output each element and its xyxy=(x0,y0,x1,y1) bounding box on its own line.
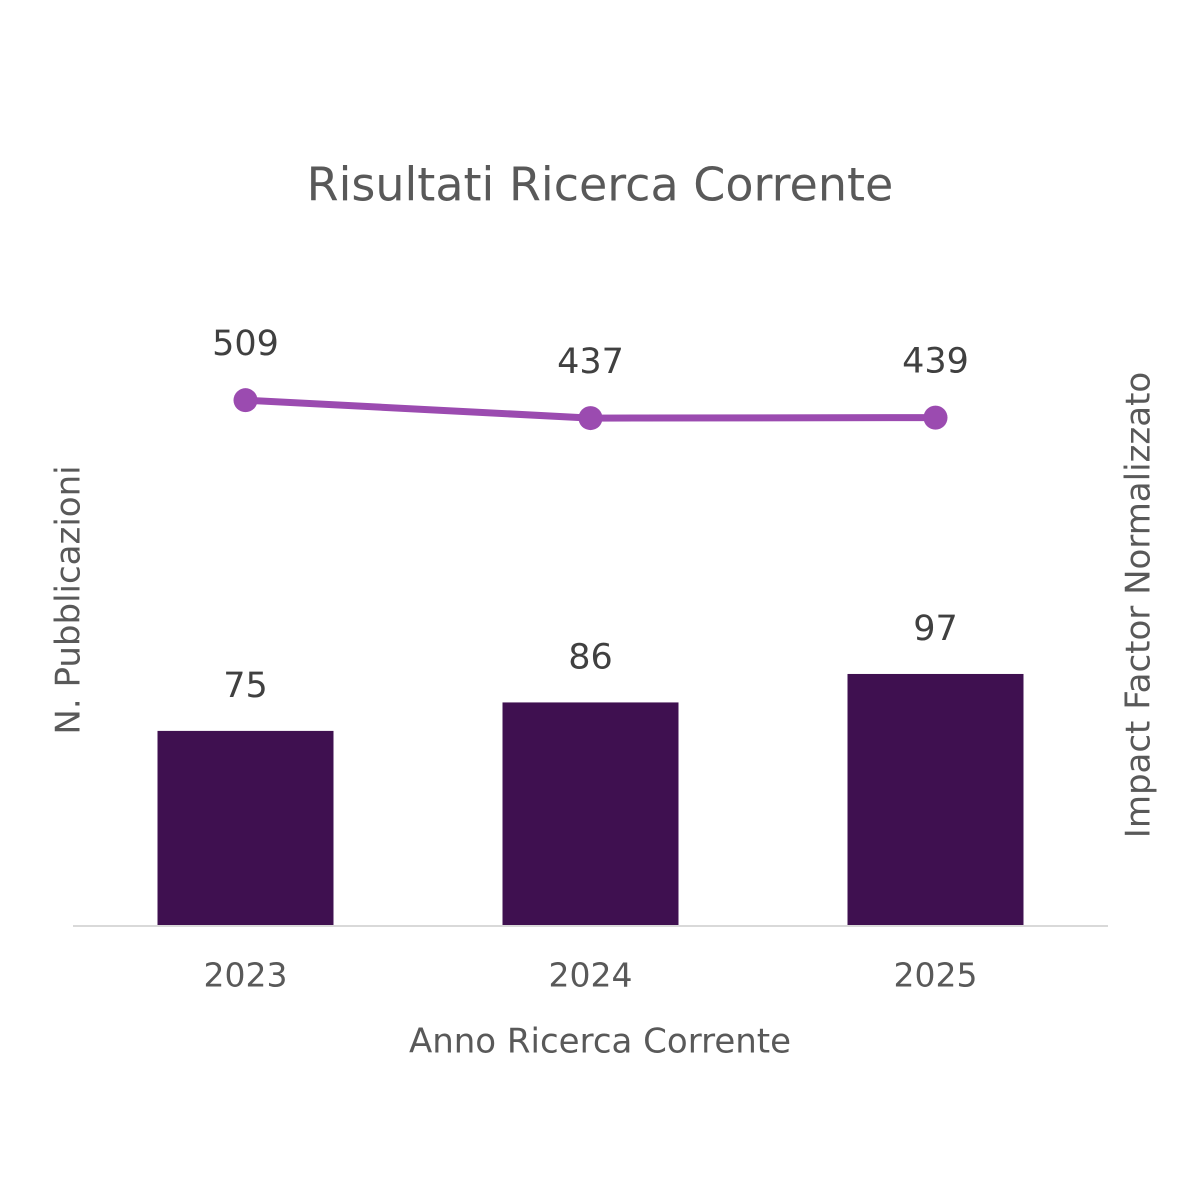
chart-title: Risultati Ricerca Corrente xyxy=(307,158,894,212)
bar xyxy=(502,702,679,925)
x-axis-title: Anno Ricerca Corrente xyxy=(409,1022,791,1062)
line-marker xyxy=(578,406,603,431)
data-label: 97 xyxy=(913,609,958,649)
bar xyxy=(157,730,334,925)
line-marker xyxy=(923,405,948,430)
y2-axis-title: Impact Factor Normalizzato xyxy=(1119,372,1159,838)
data-label: 75 xyxy=(223,666,268,706)
x-tick-label: 2024 xyxy=(549,956,633,995)
line-marker xyxy=(233,388,258,413)
data-label: 509 xyxy=(212,324,279,364)
data-label: 437 xyxy=(557,342,624,382)
data-label: 439 xyxy=(902,342,969,382)
x-tick-label: 2025 xyxy=(894,956,978,995)
y-axis-title: N. Pubblicazioni xyxy=(49,465,89,734)
x-tick-label: 2023 xyxy=(204,956,288,995)
data-label: 86 xyxy=(568,637,613,677)
bar xyxy=(847,673,1024,925)
